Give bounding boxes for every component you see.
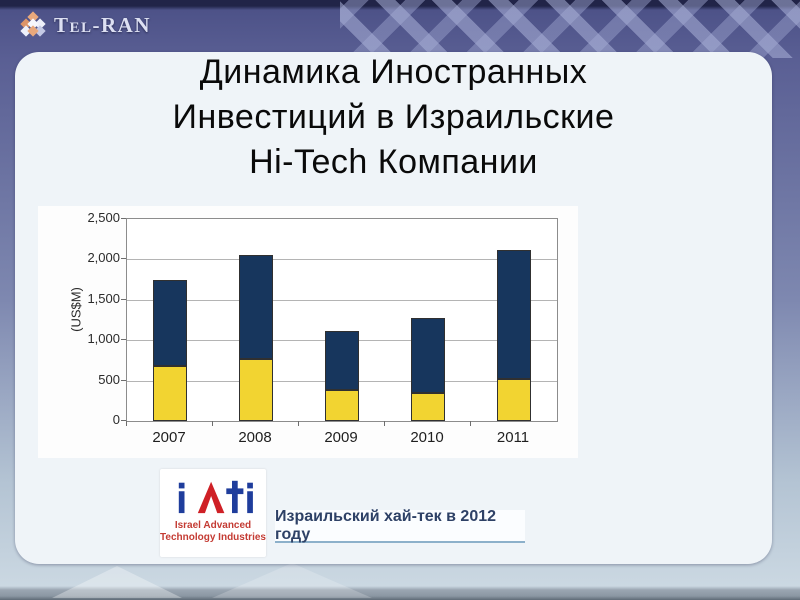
y-tick-mark xyxy=(121,420,126,421)
iati-text-line-1: Israel Advanced xyxy=(174,520,252,531)
bar-segment-bottom-segment-yellow xyxy=(325,389,359,421)
telran-logo-text: Tel-RAN xyxy=(54,12,152,37)
bar-segment-bottom-segment-yellow xyxy=(411,393,445,421)
triangle-pattern-bottom-left xyxy=(212,563,372,598)
bar-segment-bottom-segment-yellow xyxy=(239,358,273,421)
slide-title: Динамика Иностранных Инвестиций в Израил… xyxy=(15,50,772,185)
caption-box: Израильский хай-тек в 2012 году xyxy=(275,508,525,543)
y-tick-label: 0 xyxy=(112,412,120,427)
bar-segment-top-segment-navy xyxy=(497,249,531,379)
x-tick-mark xyxy=(384,421,385,426)
iati-letters-icon xyxy=(178,480,253,514)
bar-segment-top-segment-navy xyxy=(325,330,359,390)
x-tick-mark xyxy=(470,421,471,426)
telran-diamond-icon xyxy=(20,11,46,38)
x-tick-mark xyxy=(298,421,299,426)
bar-segment-bottom-segment-yellow xyxy=(153,366,187,421)
title-line-2: Инвестиций в Израильские xyxy=(172,98,615,136)
y-tick-label: 2,000 xyxy=(87,250,120,266)
bar-segment-top-segment-navy xyxy=(411,318,445,394)
y-tick-mark xyxy=(121,339,126,341)
y-tick-mark xyxy=(121,298,126,300)
x-tick-label: 2011 xyxy=(496,429,530,446)
y-tick-mark xyxy=(121,218,126,219)
title-line-3: Hi-Tech Компании xyxy=(249,143,538,181)
gridline xyxy=(127,259,557,261)
x-tick-label: 2008 xyxy=(238,429,272,446)
bar-segment-bottom-segment-yellow xyxy=(497,378,531,421)
y-tick-mark xyxy=(121,258,126,260)
gridline xyxy=(127,299,557,301)
y-tick-label: 1,500 xyxy=(87,290,120,306)
bar-segment-top-segment-navy xyxy=(239,254,273,359)
plot-area xyxy=(126,218,558,422)
telran-logo: Tel-RAN xyxy=(20,11,152,38)
x-tick-mark xyxy=(212,421,213,426)
x-tick-label: 2007 xyxy=(152,429,186,446)
y-tick-label: 2,500 xyxy=(87,210,120,225)
iati-text-line-2: Technology Industries xyxy=(160,532,266,543)
x-tick-mark xyxy=(126,421,127,426)
iati-logo: Israel Advanced Technology Industries xyxy=(160,469,266,557)
title-line-1: Динамика Иностранных xyxy=(199,53,588,91)
y-tick-mark xyxy=(121,379,126,381)
y-tick-label: 1,000 xyxy=(87,331,120,347)
y-tick-label: 500 xyxy=(98,371,120,387)
x-tick-label: 2009 xyxy=(324,429,358,446)
x-tick-label: 2010 xyxy=(410,429,444,446)
triangle-pattern-bottom-left xyxy=(52,566,182,598)
bar-segment-top-segment-navy xyxy=(153,279,187,367)
argyle-pattern-top-right xyxy=(340,0,800,58)
investment-bar-chart: (US$M) 0 500 1,000 1,500 2,000 2,500 2007 2008 2… xyxy=(38,206,578,458)
